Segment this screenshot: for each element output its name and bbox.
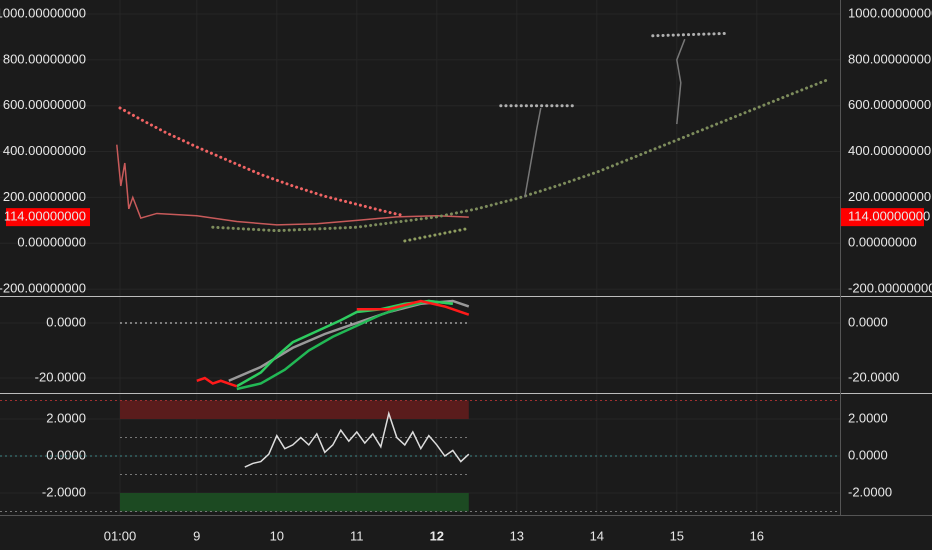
y-tick-label-right: 400.00000000 [848, 143, 931, 158]
y-tick-label-right: 800.00000000 [848, 51, 931, 66]
y-tick-label-right: 0.00000000 [848, 235, 917, 250]
series-line [116, 144, 469, 226]
price-label-right: 114.00000000 [848, 209, 930, 224]
band [120, 400, 469, 420]
x-tick-label: 10 [270, 528, 284, 543]
y-tick-label-right: -20.0000 [848, 369, 899, 384]
y-tick-label: 200.00000000 [3, 189, 86, 204]
y-tick-label-right: 2.0000 [848, 410, 888, 425]
y-tick-label: -20.0000 [35, 369, 86, 384]
y-tick-label-right: 200.00000000 [848, 189, 931, 204]
series-line [676, 38, 686, 125]
series-line [211, 77, 831, 233]
y-tick-label: 2.0000 [46, 410, 86, 425]
y-tick-label-right: 0.0000 [848, 447, 888, 462]
series-line [356, 299, 470, 316]
y-tick-label-right: 0.0000 [848, 314, 888, 329]
y-tick-label-right: -2.0000 [848, 484, 892, 499]
y-tick-label: -2.0000 [42, 484, 86, 499]
y-tick-label: -200.00000000 [0, 281, 86, 296]
y-tick-label-right: 600.00000000 [848, 97, 931, 112]
x-tick-label: 14 [590, 528, 604, 543]
y-tick-label: 800.00000000 [3, 51, 86, 66]
series-line [196, 376, 238, 388]
x-tick-label: 9 [193, 528, 200, 543]
y-tick-label: 600.00000000 [3, 97, 86, 112]
price-label-box [6, 208, 90, 227]
y-tick-label-right: -200.00000000 [848, 281, 932, 296]
x-tick-label: 13 [510, 528, 524, 543]
series-line [236, 299, 453, 391]
series-line [244, 410, 470, 468]
y-tick-label-right: 1000.00000000 [848, 5, 932, 20]
y-tick-label: 0.0000 [46, 447, 86, 462]
series-line [524, 107, 542, 198]
y-tick-label: 1000.00000000 [0, 5, 86, 20]
price-label-box-right [840, 208, 924, 227]
y-tick-label: 400.00000000 [3, 143, 86, 158]
price-label: 114.00000000 [4, 209, 86, 224]
x-tick-label: 16 [750, 528, 764, 543]
series-line [403, 226, 471, 243]
band [120, 492, 469, 512]
series-line [651, 31, 727, 38]
series-line [118, 106, 407, 218]
x-tick-label: 11 [350, 528, 364, 543]
x-tick-label: 01:00 [104, 528, 137, 543]
y-tick-label: 0.0000 [46, 314, 86, 329]
x-tick-label: 12 [430, 528, 444, 543]
y-tick-label: 0.00000000 [17, 235, 86, 250]
x-tick-label: 15 [670, 528, 684, 543]
